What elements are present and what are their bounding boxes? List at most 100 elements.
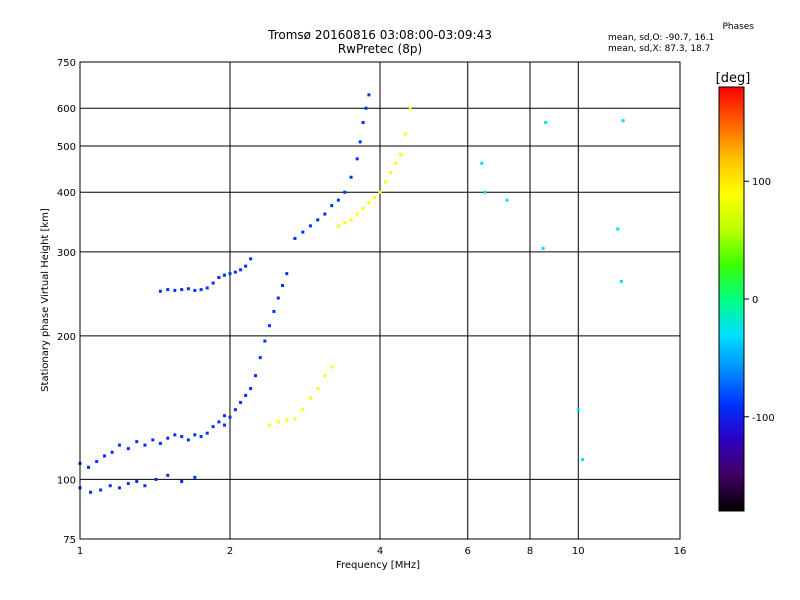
colorbar-gradient: [718, 86, 745, 512]
data-point: [228, 415, 232, 419]
x-axis: 1 2 4 6 8 10 16: [77, 546, 687, 557]
data-point: [355, 157, 359, 161]
colorbar: [deg] 100 0 -100: [716, 71, 775, 512]
data-point: [244, 264, 248, 268]
data-point: [336, 224, 340, 228]
data-point: [373, 195, 377, 199]
y-tick-label: 75: [63, 535, 76, 546]
data-point: [89, 490, 93, 494]
data-point: [110, 450, 114, 454]
data-point: [355, 212, 359, 216]
data-point: [323, 212, 327, 216]
data-point: [358, 140, 362, 144]
data-point: [217, 420, 221, 424]
data-point: [126, 447, 130, 451]
data-point: [383, 180, 387, 184]
y-tick-label: 750: [57, 58, 76, 69]
data-point: [367, 93, 371, 97]
y-tick-label: 100: [57, 475, 76, 486]
data-point: [621, 119, 625, 123]
data-point: [199, 288, 203, 292]
data-point: [154, 477, 158, 481]
data-point: [394, 161, 398, 165]
x-tick-label: 1: [77, 546, 83, 557]
data-point: [399, 152, 403, 156]
data-point: [316, 387, 320, 391]
data-point: [223, 423, 227, 427]
data-point: [186, 438, 190, 442]
data-point: [276, 420, 280, 424]
y-axis-label: Stationary phase Virtual Height [km]: [40, 208, 51, 392]
data-point: [408, 106, 412, 110]
data-point: [361, 121, 365, 125]
data-point: [267, 324, 271, 328]
data-point: [616, 227, 620, 231]
colorbar-ticks: 100 0 -100: [744, 177, 775, 424]
data-point: [285, 418, 289, 422]
data-point: [576, 408, 580, 412]
data-point: [135, 479, 139, 483]
data-point: [403, 132, 407, 136]
data-point: [180, 288, 184, 292]
data-point: [166, 436, 170, 440]
chart-title: Tromsø 20160816 03:08:00-03:09:43: [268, 28, 492, 42]
data-point: [244, 393, 248, 397]
data-point: [193, 475, 197, 479]
data-point: [186, 287, 190, 291]
data-points: [78, 93, 625, 494]
data-point: [126, 482, 130, 486]
data-point: [239, 400, 243, 404]
data-point: [343, 221, 347, 225]
x-tick-label: 16: [674, 546, 687, 557]
phase-heading: Phases: [722, 22, 754, 32]
data-point: [249, 387, 253, 391]
x-tick-label: 10: [572, 546, 585, 557]
y-tick-label: 400: [57, 188, 76, 199]
data-point: [367, 201, 371, 205]
phase-summary: Phases mean, sd,O: -90.7, 16.1 mean, sd,…: [608, 22, 778, 55]
data-point: [117, 486, 121, 490]
data-point: [117, 443, 121, 447]
data-point: [180, 435, 184, 439]
data-point: [378, 190, 382, 194]
data-point: [272, 309, 276, 313]
data-point: [505, 198, 509, 202]
chart-subtitle: RwPretec (8p): [337, 42, 423, 56]
data-point: [336, 198, 340, 202]
data-point: [258, 356, 262, 360]
colorbar-tick-label: 0: [752, 295, 758, 306]
data-point: [276, 296, 280, 300]
y-tick-label: 600: [57, 104, 76, 115]
data-point: [253, 374, 257, 378]
y-tick-label: 500: [57, 142, 76, 153]
data-point: [389, 170, 393, 174]
data-point: [361, 206, 365, 210]
data-point: [223, 414, 227, 418]
data-point: [166, 473, 170, 477]
data-point: [99, 488, 103, 492]
x-tick-label: 8: [527, 546, 533, 557]
data-point: [293, 236, 297, 240]
data-point: [151, 438, 155, 442]
data-point: [173, 433, 177, 437]
data-point: [211, 281, 215, 285]
x-tick-label: 2: [227, 546, 233, 557]
data-point: [211, 425, 215, 429]
data-point: [544, 121, 548, 125]
data-point: [483, 190, 487, 194]
data-point: [619, 279, 623, 283]
colorbar-unit: [deg]: [716, 71, 751, 86]
data-point: [173, 288, 177, 292]
data-point: [95, 460, 99, 464]
colorbar-tick-label: 100: [752, 177, 771, 188]
data-point: [308, 224, 312, 228]
data-point: [143, 443, 147, 447]
data-point: [135, 440, 139, 444]
data-point: [166, 288, 170, 292]
data-point: [281, 283, 285, 287]
data-point: [223, 273, 227, 277]
y-tick-label: 200: [57, 332, 76, 343]
data-point: [143, 484, 147, 488]
data-point: [323, 374, 327, 378]
